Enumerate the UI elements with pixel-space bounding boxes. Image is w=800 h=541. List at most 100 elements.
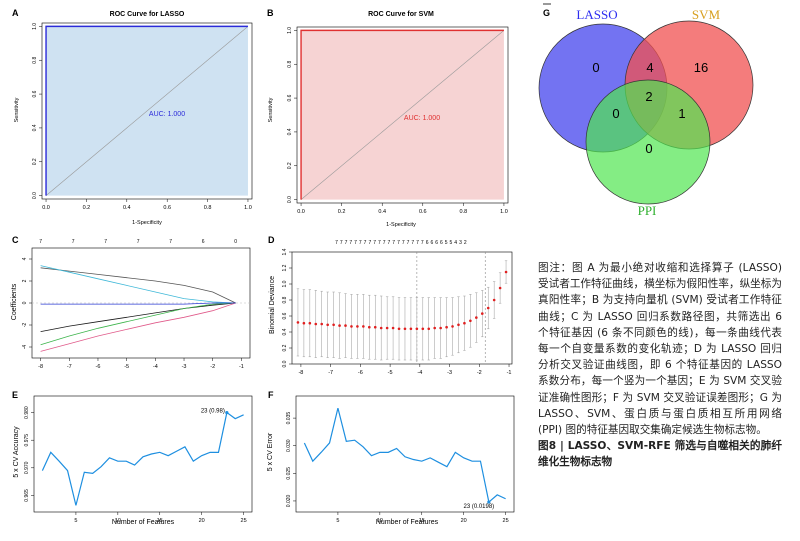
panel-e-xtick-label: 20: [199, 518, 205, 524]
panel-d-xtick-label: -4: [417, 370, 422, 376]
panel-c-path-2: [40, 265, 236, 304]
panel-d-point: [391, 326, 395, 330]
panel-c-top-tick: 7: [39, 239, 42, 245]
panel-d-point: [385, 326, 389, 330]
panel-b-xlabel: 1-Specificity: [386, 222, 416, 228]
plotA-xtick-label: 0.4: [123, 205, 131, 211]
panel-d-point: [379, 326, 383, 330]
panel-a-ylabel: Sensitivity: [14, 97, 20, 122]
venn-count-center: 2: [645, 89, 652, 104]
panel-c-ytick-label: -2: [22, 323, 28, 328]
venn-label-ppi: PPI: [638, 203, 657, 218]
figure-caption: 图注：图 A 为最小绝对收缩和选择算子 (LASSO) 受试者工作特征曲线，横坐…: [538, 260, 782, 471]
plotA-xtick-label: 0.8: [204, 205, 212, 211]
panel-f-frame: [295, 395, 515, 513]
panel-c-path-6: [40, 302, 236, 305]
plotA-ytick-label: 0.0: [32, 192, 38, 199]
panel-c-ytick-label: 4: [22, 257, 28, 260]
panel-d-point: [332, 323, 335, 327]
venn-count-lasso-svm: 4: [646, 60, 653, 75]
panel-d-point: [338, 324, 341, 327]
panel-c-path-3: [40, 302, 236, 332]
plotB-diagonal: [300, 30, 505, 200]
panel-d-point: [439, 326, 442, 330]
plotB-ytick-label: 0.6: [287, 94, 293, 101]
panel-c-top-tick: 0: [234, 239, 237, 245]
panel-c-path-4: [40, 302, 236, 346]
panel-b-auc-label: AUC: 1.000: [404, 115, 440, 122]
panel-d-point: [362, 325, 365, 328]
panel-d-point: [403, 327, 407, 331]
panel-c-xtick-label: -1: [239, 364, 244, 370]
plotB-ytick-label: 0.8: [287, 61, 293, 68]
panel-a-letter: A: [12, 8, 19, 18]
panel-c-ytick-label: -4: [22, 345, 28, 350]
plotB-xtick-label: 0.6: [419, 209, 427, 215]
venn-count-svm-ppi: 1: [678, 106, 685, 121]
panel-g-letter: G: [543, 8, 550, 18]
plotA-ytick-label: 1.0: [32, 23, 38, 30]
panel-d-point: [296, 321, 300, 324]
venn-count-lasso-only: 0: [592, 60, 599, 75]
plotB-xtick-label: 1.0: [500, 209, 508, 215]
panel-e-best-point: [225, 410, 229, 415]
panel-d-point: [469, 319, 472, 323]
panel-d-point: [409, 327, 413, 331]
panel-d-point: [433, 326, 437, 330]
panel-d-point: [367, 325, 371, 329]
plotB-xtick-label: 0.0: [297, 209, 305, 215]
panel-c-ytick-label: 0: [22, 301, 28, 304]
panel-c-top-tick: 7: [104, 239, 107, 245]
panel-d-xtick-label: -1: [507, 370, 512, 376]
panel-c-ylabel: Coefficients: [11, 283, 18, 320]
panel-d-point: [498, 286, 502, 290]
plotB-ytick-label: 0.2: [287, 162, 293, 169]
panel-c-top-tick: 7: [72, 239, 75, 245]
panel-f-ytick-label: 0.020: [286, 494, 292, 507]
panel-f-best-point: [487, 500, 491, 504]
caption-text: 图注：图 A 为最小绝对收缩和选择算子 (LASSO) 受试者工作特征曲线，横坐…: [538, 262, 782, 437]
plotB-ytick-label: 0.0: [287, 196, 293, 203]
panel-f-annotation: 23 (0.0198): [463, 504, 494, 510]
panel-d-point: [451, 325, 454, 328]
panel-c-top-tick: 6: [202, 239, 205, 245]
panel-b-ylabel: Sensitivity: [268, 97, 274, 122]
panel-b: B ROC Curve for SVM 0.0 0.2 0.4 0.6 0.8 1.0 0.…: [267, 8, 509, 228]
venn-label-svm: SVM: [692, 7, 721, 22]
panel-e-ytick-label: 0.980: [24, 406, 30, 419]
plotA-ytick-label: 0.4: [32, 124, 38, 131]
panel-e-annotation: 23 (0.98): [201, 409, 225, 415]
panel-d-point: [373, 325, 377, 329]
panel-e-ytick-label: 0.975: [24, 434, 30, 447]
venn-ppi-circle: [585, 79, 711, 205]
panel-d-ytick-label: 0.4: [282, 328, 288, 335]
panel-d-xtick-label: -7: [328, 370, 333, 376]
panel-f-xlabel: Number of Features: [376, 519, 439, 526]
panel-a: A ROC Curve for LASSO 0.0 0.2 0.4 0.6 0.8 1.0…: [12, 8, 253, 226]
panel-f-xtick-label: 15: [419, 518, 425, 524]
panel-d-point: [350, 325, 353, 328]
panel-f-xtick-label: 5: [336, 518, 339, 524]
panel-d-point: [492, 298, 496, 302]
panel-d-xtick-label: -8: [298, 370, 303, 376]
panel-d-point: [463, 321, 466, 325]
panel-d-point: [421, 327, 425, 331]
panel-c-xtick-label: -8: [38, 364, 43, 370]
plotA-roc-curve: [45, 25, 248, 196]
panel-f-xtick-label: 10: [377, 518, 383, 524]
panel-c-xtick-label: -7: [67, 364, 72, 370]
panel-e-ylabel: 5 x CV Accuracy: [13, 426, 20, 478]
panel-e-ytick-label: 0.970: [24, 461, 30, 474]
panel-d-point: [457, 323, 460, 327]
plotB-ytick-label: 1.0: [287, 27, 293, 34]
panel-c-path-1: [40, 267, 236, 304]
panel-d-ytick-label: 0.0: [282, 360, 288, 367]
plotB-ytick-label: 0.4: [287, 128, 293, 135]
panel-d-point: [308, 321, 312, 325]
panel-d-top-ticks: 7 7 7 7 7 7 7 7 7 7 7 7 7 7 7 7 7 7 7 6 …: [335, 240, 467, 246]
panel-e-letter: E: [12, 390, 18, 400]
plotA-xtick-label: 0.6: [163, 205, 171, 211]
panel-c: C -8 -7 -6 -5 -4 -3 -2 -1 -4 -2 0 2 4 7 7 7 7 7 6 0 Coeffic…: [11, 235, 251, 370]
panel-d-point: [320, 322, 324, 326]
panel-d-xtick-label: -6: [358, 370, 363, 376]
